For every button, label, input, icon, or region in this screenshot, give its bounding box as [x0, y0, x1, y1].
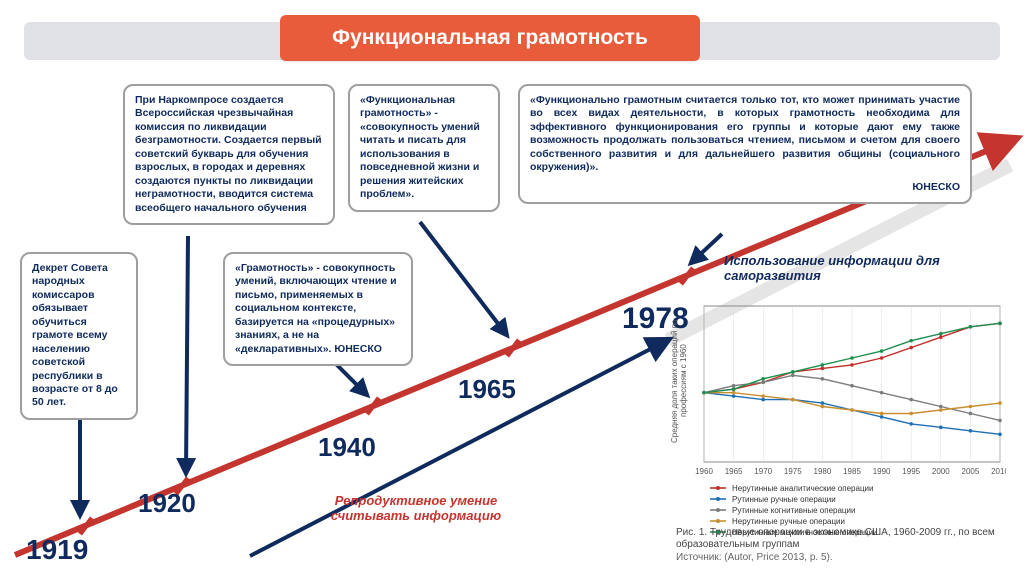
year-1920: 1920	[138, 488, 196, 519]
svg-text:Рутинные когнитивные операции: Рутинные когнитивные операции	[732, 506, 855, 515]
svg-text:Рутинные ручные операции: Рутинные ручные операции	[732, 495, 836, 504]
year-1940: 1940	[318, 432, 376, 463]
svg-text:2005: 2005	[962, 467, 980, 476]
svg-text:1975: 1975	[784, 467, 802, 476]
svg-text:1985: 1985	[843, 467, 861, 476]
svg-text:1960: 1960	[695, 467, 713, 476]
caption-upper: Использование информации для саморазвити…	[724, 254, 954, 284]
callout-1940: «Грамотность» - совокупность умений, вкл…	[223, 252, 413, 366]
caption-lower: Репродуктивное умение считывать информац…	[306, 494, 526, 524]
svg-text:Нерутинные ручные операции: Нерутинные ручные операции	[732, 517, 845, 526]
svg-text:1990: 1990	[873, 467, 891, 476]
chart-caption: Рис. 1. Трудовые операции в экономике СШ…	[676, 527, 1006, 551]
chart: 1960 1965 1970 1975 1980 1985 1990 1995 2000 2005…	[676, 300, 1006, 550]
svg-text:2000: 2000	[932, 467, 950, 476]
callout-1978-text: «Функционально грамотным считается тольк…	[530, 94, 960, 173]
year-1919: 1919	[26, 534, 88, 566]
svg-text:1965: 1965	[725, 467, 743, 476]
slide: { "title": "Функциональная грамотность",…	[0, 0, 1024, 576]
callout-1965: «Функциональная грамотность» - «совокупн…	[348, 84, 500, 212]
callout-1978: «Функционально грамотным считается тольк…	[518, 84, 972, 204]
svg-text:1980: 1980	[814, 467, 832, 476]
svg-text:2010: 2010	[991, 467, 1006, 476]
callout-1920: При Наркомпросе создается Всероссийская …	[123, 84, 335, 225]
callout-1978-sig: ЮНЕСКО	[530, 181, 960, 194]
callout-1919: Декрет Совета народных комиссаров обязыв…	[20, 252, 138, 420]
year-1965: 1965	[458, 374, 516, 405]
svg-text:1995: 1995	[902, 467, 920, 476]
svg-text:Нерутинные аналитические опера: Нерутинные аналитические операции	[732, 484, 873, 493]
chart-source: Источник: (Autor, Price 2013, p. 5).	[676, 552, 1006, 563]
svg-text:1970: 1970	[754, 467, 772, 476]
